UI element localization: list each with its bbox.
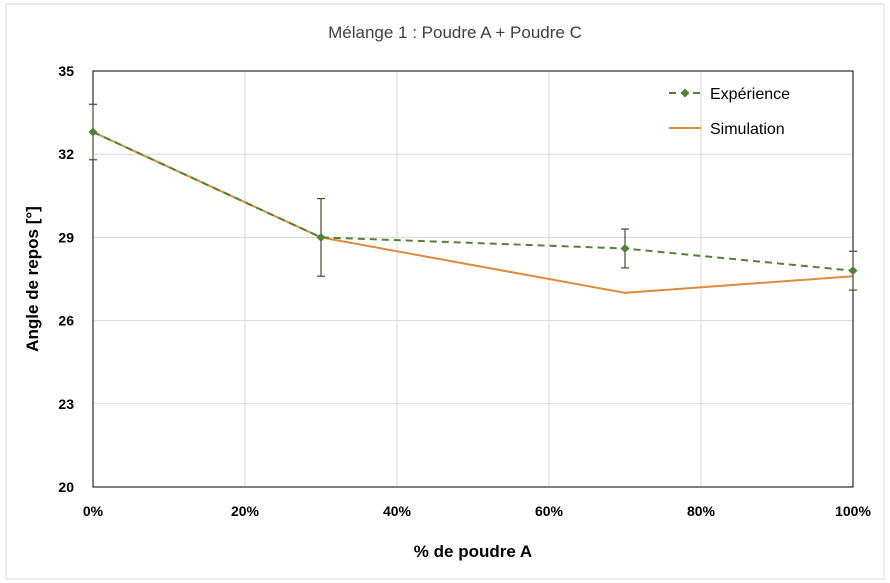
y-tick-label: 26 bbox=[58, 313, 74, 329]
x-axis-ticks: 0% 20% 40% 60% 80% 100% bbox=[83, 503, 872, 519]
x-tick-label: 0% bbox=[83, 503, 104, 519]
legend: Expérience Simulation bbox=[669, 86, 790, 138]
x-tick-label: 20% bbox=[231, 503, 260, 519]
x-tick-label: 80% bbox=[687, 503, 716, 519]
grid-lines bbox=[93, 71, 853, 487]
x-tick-label: 60% bbox=[535, 503, 564, 519]
experience-point bbox=[88, 127, 98, 137]
y-tick-label: 23 bbox=[58, 396, 74, 412]
x-axis-label: % de poudre A bbox=[414, 542, 532, 561]
y-axis-ticks: 20 23 26 29 32 35 bbox=[58, 63, 74, 495]
legend-item-experience: Expérience bbox=[669, 86, 790, 103]
chart-area-border bbox=[5, 3, 885, 580]
chart-title: Mélange 1 : Poudre A + Poudre C bbox=[328, 23, 582, 42]
legend-marker-experience bbox=[680, 88, 690, 98]
legend-label-simulation: Simulation bbox=[710, 121, 785, 138]
x-tick-label: 100% bbox=[835, 503, 871, 519]
legend-label-experience: Expérience bbox=[710, 86, 790, 103]
y-tick-label: 35 bbox=[58, 63, 74, 79]
experience-series-line bbox=[92, 131, 854, 272]
y-tick-label: 32 bbox=[58, 146, 74, 162]
experience-point bbox=[848, 266, 858, 276]
y-tick-label: 20 bbox=[58, 479, 74, 495]
y-axis-label: Angle de repos [°] bbox=[23, 206, 42, 352]
series-layer bbox=[88, 103, 858, 294]
experience-point bbox=[316, 232, 326, 242]
y-tick-label: 29 bbox=[58, 229, 74, 245]
x-tick-label: 40% bbox=[383, 503, 412, 519]
experience-point bbox=[620, 243, 630, 253]
legend-item-simulation: Simulation bbox=[669, 121, 785, 138]
